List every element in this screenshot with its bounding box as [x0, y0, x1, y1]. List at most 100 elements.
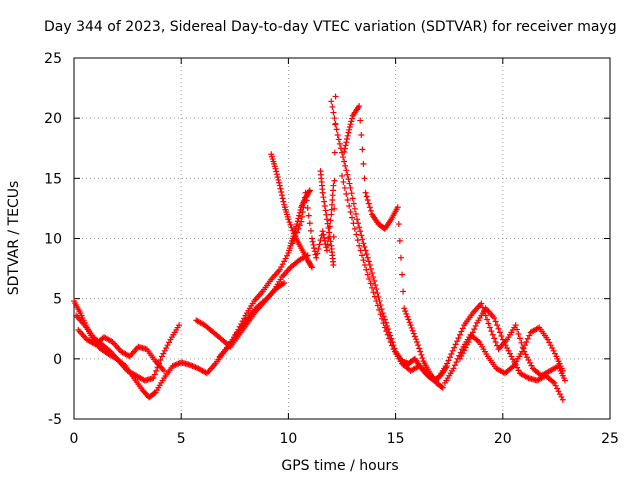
data-point-interp [346, 180, 353, 187]
data-point [373, 286, 380, 293]
data-point-interp [416, 345, 423, 352]
data-point [323, 216, 330, 223]
data-point-interp [405, 316, 412, 323]
data-point-interp [397, 254, 404, 261]
data-point-interp [399, 271, 406, 278]
y-tick-label: -5 [48, 412, 62, 428]
data-point-interp [286, 219, 293, 226]
data-point-interp [549, 345, 556, 352]
data-point-interp [279, 195, 286, 202]
data-point-interp [326, 229, 333, 236]
data-point [439, 384, 446, 391]
data-point-interp [521, 342, 528, 349]
data-point-interp [292, 233, 299, 240]
data-point [339, 172, 345, 179]
data-point-interp [298, 213, 305, 220]
data-point-interp [273, 168, 280, 175]
data-point-interp [488, 328, 495, 335]
data-point-interp [331, 115, 338, 122]
data-point-interp [449, 347, 456, 354]
data-point-interp [293, 229, 300, 236]
data-point-interp [371, 278, 378, 285]
data-point-interp [360, 160, 367, 167]
data-point-interp [406, 319, 413, 326]
data-point [450, 365, 457, 372]
data-point-interp [402, 308, 409, 315]
data-point-interp [524, 335, 531, 342]
data-point-interp [520, 345, 527, 352]
data-point-interp [468, 332, 475, 339]
data-point-interp [357, 247, 364, 254]
data-point-interp [524, 354, 531, 361]
data-point-interp [400, 288, 407, 295]
data-point-interp [358, 232, 365, 239]
data-point-interp [340, 154, 347, 161]
data-point [332, 93, 339, 100]
data-point-interp [276, 179, 283, 186]
data-point-interp [419, 355, 426, 362]
data-point-interp [349, 195, 356, 202]
data-point-interp [282, 255, 289, 262]
data-point-interp [458, 328, 465, 335]
data-point [308, 264, 315, 271]
data-point [414, 338, 421, 345]
data-point-interp [372, 282, 379, 289]
data-point-interp [448, 351, 455, 358]
data-point-interp [335, 136, 342, 143]
chart-title: Day 344 of 2023, Sidereal Day-to-day VTE… [44, 19, 617, 35]
data-point-interp [546, 339, 553, 346]
data-point-interp [308, 263, 315, 270]
series-track-j [339, 172, 440, 384]
data-point-interp [408, 324, 415, 331]
data-point-interp [367, 207, 374, 214]
data-point-interp [415, 342, 422, 349]
data-point-interp [369, 284, 376, 291]
data-point [161, 367, 168, 374]
data-point [302, 189, 309, 196]
data-point-interp [551, 350, 558, 357]
series-track-d [193, 252, 311, 350]
data-point [289, 240, 296, 247]
data-point-interp [163, 345, 170, 352]
data-point [465, 338, 472, 345]
data-point-interp [350, 220, 357, 227]
data-point-interp [360, 257, 367, 264]
data-point-interp [358, 132, 365, 139]
data-point-interp [321, 237, 328, 244]
data-point-interp [528, 362, 535, 369]
data-point-interp [279, 261, 286, 268]
data-point-interp [325, 235, 332, 242]
data-point-interp [374, 290, 381, 297]
data-point [345, 129, 352, 136]
data-point [293, 221, 300, 228]
data-point-interp [161, 347, 168, 354]
data-point-interp [153, 367, 160, 374]
data-point-interp [381, 316, 388, 323]
data-point [272, 165, 279, 172]
data-point-interp [451, 344, 458, 351]
data-point-interp [454, 338, 461, 345]
data-point-interp [164, 342, 171, 349]
data-point [298, 218, 305, 225]
data-point-interp [295, 225, 302, 232]
x-tick-label: 15 [387, 431, 405, 447]
data-point-interp [352, 211, 359, 218]
data-point-interp [386, 335, 393, 342]
data-point-interp [455, 334, 462, 341]
data-point-interp [343, 167, 350, 174]
data-point-interp [554, 385, 561, 392]
data-point-interp [311, 245, 318, 252]
data-point-interp [345, 176, 352, 183]
data-point-interp [307, 227, 314, 234]
data-point-interp [515, 330, 522, 337]
data-point-interp [320, 231, 327, 238]
data-point-interp [365, 258, 372, 265]
data-point-interp [479, 304, 486, 311]
data-point-interp [374, 302, 381, 309]
data-point-interp [346, 203, 353, 210]
data-point-interp [320, 194, 327, 201]
x-tick-labels: 0 5 10 15 20 25 [70, 431, 619, 447]
data-point-interp [412, 336, 419, 343]
y-tick-label: 15 [44, 171, 62, 187]
data-point-interp [289, 227, 296, 234]
